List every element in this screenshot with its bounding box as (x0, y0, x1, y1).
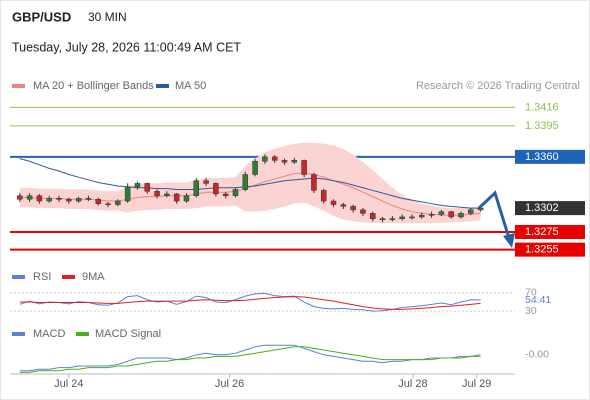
candle-body (183, 195, 190, 202)
level-label-box (515, 224, 585, 239)
candle-body (458, 213, 464, 218)
candle-body (330, 200, 337, 205)
ma50-line (19, 158, 481, 209)
y-tick-label: -0.00 (525, 349, 549, 361)
level-label: 1.3395 (525, 120, 559, 132)
candle-body (419, 214, 425, 218)
plot-area: MA 20 + Bollinger Bands MA 50 1.3416 1.3395… (10, 80, 585, 390)
candle-body (164, 193, 170, 196)
candle-body (75, 198, 82, 202)
candle-body (124, 186, 131, 202)
candle-body (232, 189, 239, 196)
candle-body (428, 214, 435, 216)
candle-body (115, 200, 121, 205)
candle-body (26, 195, 33, 200)
legend-label: MACD Signal (95, 328, 161, 340)
candle-body (46, 198, 52, 202)
legend-label: MACD (33, 328, 65, 340)
indicator-line (19, 296, 481, 310)
chart-subtitle: 30 MIN (88, 10, 127, 24)
candle-body (262, 156, 268, 162)
legend-label: RSI (33, 271, 51, 283)
candle-body (389, 218, 396, 220)
level-label: 1.3416 (525, 101, 559, 113)
indicator-line (19, 346, 481, 373)
candle-body (369, 213, 376, 219)
last-price-label: 1.3302 (525, 202, 559, 214)
candle-body (222, 193, 229, 196)
candle-body (291, 160, 298, 163)
candle-body (252, 161, 258, 175)
candle-body (281, 160, 288, 163)
candle-body (66, 199, 72, 202)
candle-body (340, 204, 347, 207)
source: Research © 2026 Trading Central (416, 80, 580, 92)
candle-body (448, 211, 454, 218)
candle-body (154, 191, 160, 196)
chart-title: GBP/USD (12, 9, 71, 24)
candle-body (311, 174, 317, 191)
candle-body (301, 160, 307, 175)
last-price-box (515, 201, 585, 216)
x-tick-label: Jul 29 (462, 378, 491, 390)
y-tick-label: 30 (525, 305, 537, 317)
indicator-line (19, 344, 481, 372)
candle-body (468, 209, 474, 214)
candle-body (379, 218, 386, 220)
candle-body (17, 195, 23, 200)
level-label-box (515, 242, 585, 257)
y-tick-label: 70 (525, 287, 537, 299)
bollinger-band (19, 142, 481, 224)
candle-body (105, 203, 111, 205)
candle-body (56, 198, 62, 200)
candle-body (399, 216, 405, 219)
candle-body (438, 211, 445, 215)
candle-body (320, 190, 327, 202)
level-label-box (515, 149, 585, 164)
rsi-value-label: 54.41 (525, 294, 551, 306)
legend-label: MA 50 (175, 80, 206, 92)
candle-body (144, 183, 151, 192)
level-label: 1.3275 (525, 226, 559, 238)
x-tick-label: Jul 26 (215, 378, 244, 390)
level-label: 1.3255 (525, 244, 559, 256)
candle-body (85, 198, 92, 200)
candle-body (350, 206, 356, 211)
level-label: 1.3360 (525, 151, 559, 163)
candle-body (409, 216, 415, 219)
candle-body (173, 193, 180, 202)
forecast-arrowhead (503, 233, 515, 248)
candle-body (203, 180, 209, 184)
date: Tuesday, July 28, 2026 11:00:49 AM CET (12, 40, 241, 54)
candle-body (193, 180, 200, 196)
candle-body (213, 183, 219, 195)
candle-body (242, 174, 249, 190)
candle-body (271, 156, 278, 161)
legend-label: 9MA (82, 271, 105, 283)
forecast-arrow (477, 190, 511, 239)
indicator-line (19, 292, 481, 312)
candle-body (360, 209, 366, 214)
legend-label: MA 20 + Bollinger Bands (33, 80, 154, 92)
candle-body (36, 195, 43, 202)
x-tick-label: Jul 28 (398, 378, 427, 390)
candle-body (134, 183, 141, 188)
x-tick-label: Jul 24 (54, 378, 83, 390)
candle-body (95, 199, 101, 204)
